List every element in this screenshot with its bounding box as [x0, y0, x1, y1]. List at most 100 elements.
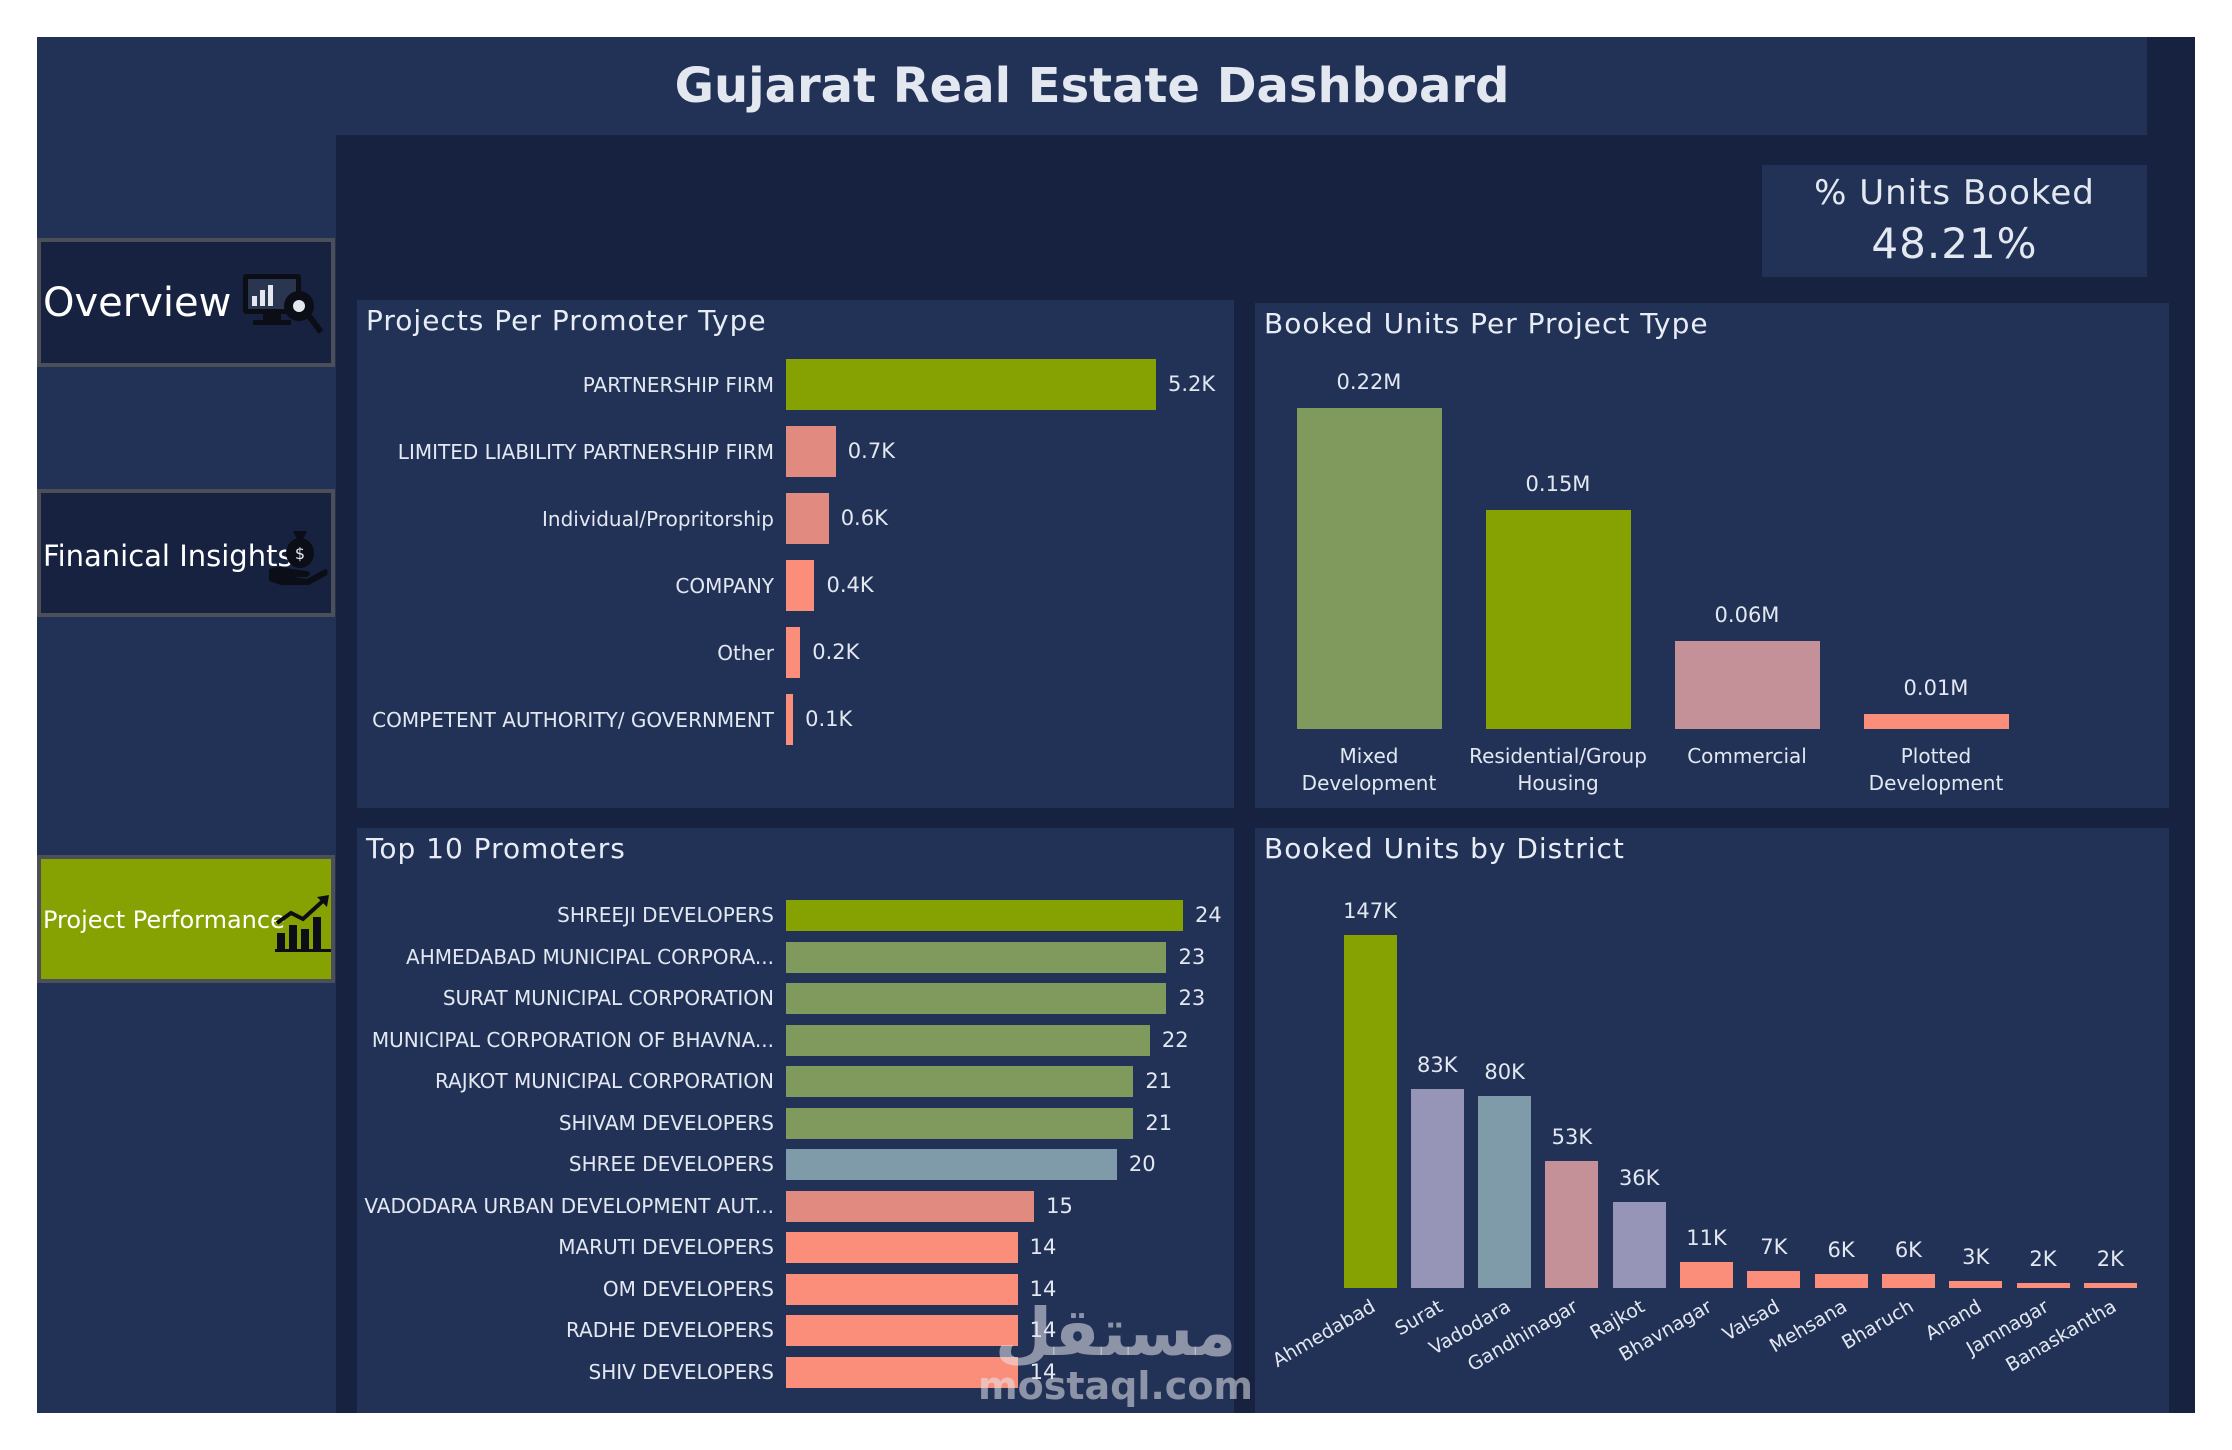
- data-label: 5.2K: [1168, 372, 1216, 396]
- bar: [1612, 1201, 1666, 1288]
- data-label: 11K: [1686, 1225, 1727, 1250]
- monitor-settings-icon: [243, 274, 323, 334]
- data-label: 3K: [1962, 1244, 1990, 1269]
- bar-label: SHIV DEVELOPERS: [588, 1359, 775, 1384]
- bar: [786, 1024, 1150, 1056]
- bar-label: Individual/Propritorship: [542, 507, 774, 531]
- bar: [786, 1149, 1117, 1180]
- bar: [1485, 510, 1631, 729]
- panel-title: Booked Units by District: [1264, 832, 1625, 865]
- data-label: 83K: [1417, 1052, 1458, 1077]
- bar-label: SHREE DEVELOPERS: [568, 1152, 774, 1176]
- bar-label: PARTNERSHIP FIRM: [582, 373, 774, 397]
- bar: [786, 1190, 1035, 1222]
- category-label: Plotted Development: [1868, 744, 2004, 795]
- data-label: 0.15M: [1525, 472, 1591, 497]
- data-label: 22: [1161, 1027, 1189, 1052]
- bar: [786, 1107, 1134, 1139]
- data-label: 14: [1029, 1235, 1057, 1259]
- bar: [1680, 1261, 1733, 1288]
- bar-label: COMPANY: [675, 574, 774, 598]
- data-label: 20: [1128, 1152, 1156, 1176]
- district-panel: Booked Units by District 147K Ahmedabad 83…: [1255, 828, 2169, 1413]
- bar-label: Other: [717, 641, 774, 665]
- category-label: Ahmedabad: [1269, 1295, 1380, 1372]
- bar: [786, 493, 829, 544]
- bar: [786, 1232, 1018, 1263]
- bar-label: SHIVAM DEVELOPERS: [558, 1110, 774, 1135]
- bar: [786, 560, 815, 611]
- top-promoters-panel: Top 10 Promoters SHREEJI DEVELOPERS 24 AHM…: [357, 828, 1234, 1413]
- bar-label: MUNICIPAL CORPORATION OF BHAVNA...: [371, 1027, 774, 1052]
- data-label: 6K: [1894, 1237, 1922, 1262]
- data-label: 36K: [1618, 1165, 1660, 1190]
- panel-title: Projects Per Promoter Type: [366, 304, 767, 337]
- data-label: 0.22M: [1336, 370, 1402, 394]
- data-label: 23: [1178, 944, 1206, 969]
- category-label: Residential/Group Housing: [1469, 744, 1647, 795]
- units-booked-label: % Units Booked: [1814, 173, 2095, 213]
- bar: [1296, 408, 1442, 729]
- bar: [1545, 1160, 1599, 1288]
- bar: [1343, 935, 1397, 1288]
- growth-chart-icon: [275, 895, 331, 952]
- bar: [786, 359, 1156, 410]
- data-label: 0.01M: [1903, 676, 1969, 701]
- nav-financial-insights-label: Finanical Insights: [43, 539, 293, 573]
- bar-label: SHREEJI DEVELOPERS: [557, 903, 774, 927]
- watermark-arabic: مستقل: [994, 1294, 1237, 1371]
- promoter-type-panel: Projects Per Promoter Type PARTNERSHIP F…: [357, 300, 1234, 808]
- data-label: 15: [1046, 1193, 1073, 1218]
- data-label: 53K: [1551, 1124, 1593, 1149]
- data-label: 0.2K: [812, 640, 860, 664]
- bar-label: SURAT MUNICIPAL CORPORATION: [442, 986, 774, 1010]
- bar: [786, 1356, 1018, 1388]
- dashboard-title: Gujarat Real Estate Dashboard: [674, 58, 1510, 114]
- data-label: 0.6K: [840, 506, 888, 530]
- bar: [786, 426, 836, 477]
- bar: [1478, 1095, 1532, 1288]
- bar-label: OM DEVELOPERS: [602, 1276, 774, 1301]
- project-type-panel: Booked Units Per Project Type 0.22M Mixed…: [1255, 303, 2169, 808]
- bar: [786, 1066, 1134, 1097]
- nav-overview-button[interactable]: Overview: [37, 238, 335, 367]
- nav-project-performance-button[interactable]: Project Performance: [37, 855, 335, 983]
- panel-title: Booked Units Per Project Type: [1264, 307, 1709, 340]
- header-bar: [37, 37, 2147, 135]
- bar: [786, 983, 1167, 1014]
- data-label: 14: [1029, 1359, 1057, 1384]
- bar: [1410, 1088, 1464, 1288]
- bar-label: MARUTI DEVELOPERS: [558, 1235, 774, 1259]
- bar: [2083, 1283, 2137, 1288]
- data-label: 14: [1029, 1318, 1057, 1342]
- category-label: Bharuch: [1838, 1295, 1918, 1355]
- data-label: 21: [1145, 1069, 1173, 1093]
- data-label: 0.7K: [847, 439, 895, 463]
- watermark: مستقل mostaql.com: [978, 1294, 1254, 1408]
- bar: [1863, 714, 2009, 729]
- data-label: 0.4K: [826, 573, 874, 597]
- bar: [786, 1273, 1018, 1305]
- bar-label: LIMITED LIABILITY PARTNERSHIP FIRM: [397, 440, 774, 464]
- data-label: 23: [1178, 986, 1206, 1010]
- nav-financial-insights-button[interactable]: Finanical Insights $: [37, 489, 335, 617]
- bar: [2016, 1283, 2070, 1288]
- data-label: 14: [1029, 1276, 1057, 1301]
- watermark-site: mostaql.com: [978, 1364, 1254, 1408]
- bar: [786, 941, 1167, 973]
- bar: [786, 694, 794, 745]
- bar-label: RAJKOT MUNICIPAL CORPORATION: [434, 1069, 774, 1093]
- bar-label: VADODARA URBAN DEVELOPMENT AUT...: [364, 1193, 774, 1218]
- units-booked-card: % Units Booked 48.21%: [1762, 165, 2147, 277]
- panel-title: Top 10 Promoters: [366, 832, 626, 865]
- data-label: 0.1K: [805, 707, 853, 731]
- bar: [1949, 1280, 2003, 1288]
- bar: [1747, 1271, 1801, 1288]
- data-label: 7K: [1760, 1235, 1788, 1260]
- data-label: 147K: [1343, 899, 1397, 923]
- bar-label: COMPETENT AUTHORITY/ GOVERNMENT: [372, 708, 774, 732]
- bar: [786, 1315, 1018, 1346]
- units-booked-value: 48.21%: [1871, 219, 2038, 268]
- bar: [786, 900, 1183, 931]
- data-label: 0.06M: [1714, 603, 1780, 628]
